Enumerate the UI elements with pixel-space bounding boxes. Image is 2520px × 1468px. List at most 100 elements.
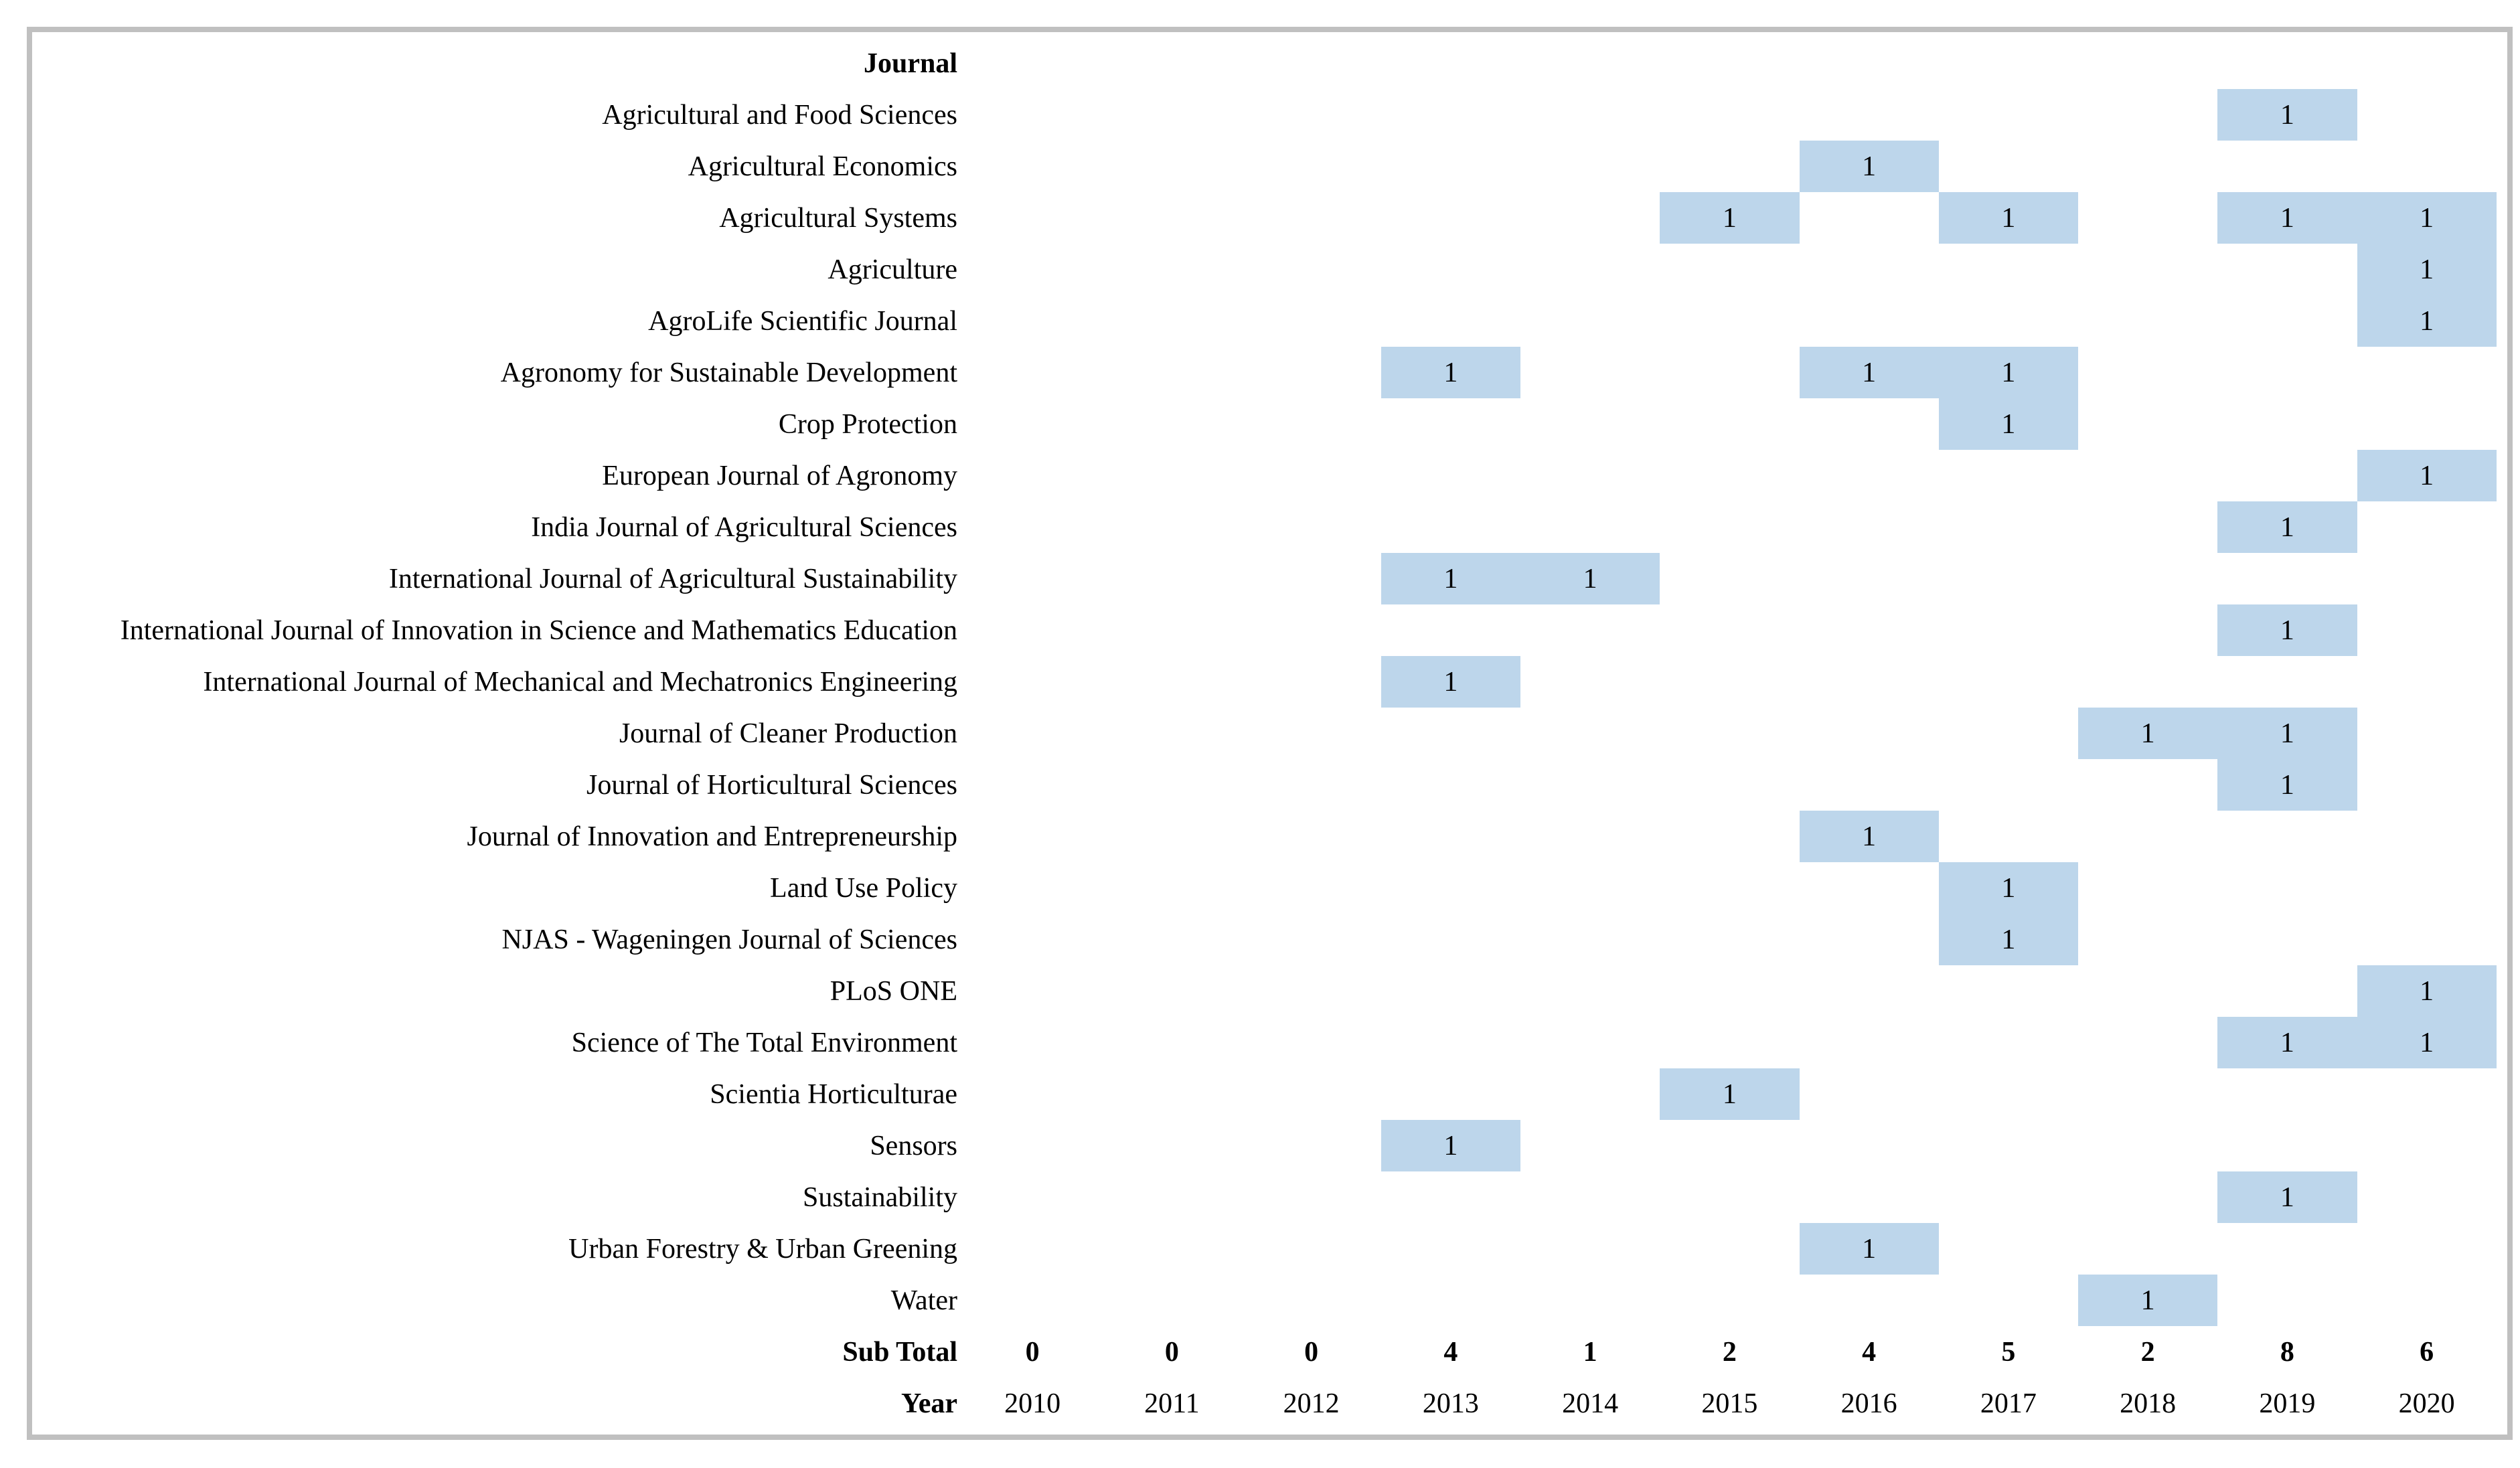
matrix-cell — [1520, 1275, 1660, 1326]
right-spacer — [2497, 398, 2502, 450]
matrix-cell — [1800, 1120, 1939, 1171]
matrix-cell — [963, 501, 1102, 553]
matrix-header-spacer-cell — [2217, 37, 2357, 89]
journal-row-label: NJAS - Wageningen Journal of Sciences — [501, 924, 957, 955]
matrix-cell — [1520, 192, 1660, 244]
year-row-label: Year — [901, 1388, 957, 1419]
matrix-cell — [963, 89, 1102, 141]
matrix-cell: 1 — [2217, 1017, 2357, 1068]
year-tick: 2016 — [1840, 1388, 1897, 1419]
matrix-cell — [963, 604, 1102, 656]
matrix-cell — [1800, 450, 1939, 501]
matrix-cell — [2078, 1171, 2217, 1223]
matrix-cell — [1939, 656, 2078, 708]
journal-row-label: Land Use Policy — [770, 872, 957, 904]
year-tick: 2013 — [1422, 1388, 1479, 1419]
matrix-cell — [1381, 759, 1520, 811]
matrix-cell — [1102, 89, 1241, 141]
matrix-cell — [1102, 192, 1241, 244]
matrix-header-spacer-cell — [1242, 37, 1381, 89]
journal-row-label: Crop Protection — [778, 408, 957, 440]
subtotal-value: 1 — [1583, 1336, 1597, 1368]
matrix-cell — [1800, 759, 1939, 811]
matrix-cell — [2078, 759, 2217, 811]
matrix-cell — [1381, 244, 1520, 295]
matrix-cell: 1 — [2217, 89, 2357, 141]
matrix-cell — [1520, 141, 1660, 192]
matrix-cell — [1242, 244, 1381, 295]
matrix-cell — [2357, 1171, 2497, 1223]
subtotal-row-label: Sub Total — [842, 1336, 957, 1368]
matrix-cell — [1102, 347, 1241, 398]
matrix-cell — [2357, 862, 2497, 914]
matrix-cell — [1242, 1120, 1381, 1171]
matrix-cell — [1242, 295, 1381, 347]
right-spacer — [2497, 759, 2502, 811]
matrix-cell — [1939, 965, 2078, 1017]
matrix-grid: Journal Agricultural and Food Sciences 1 Ag… — [37, 37, 2502, 1429]
matrix-cell — [1381, 862, 1520, 914]
matrix-cell: 1 — [2357, 192, 2497, 244]
matrix-cell: 1 — [1381, 1120, 1520, 1171]
matrix-cell — [1800, 914, 1939, 965]
matrix-cell — [1242, 965, 1381, 1017]
matrix-cell — [1520, 1017, 1660, 1068]
matrix-cell — [963, 347, 1102, 398]
matrix-cell — [1660, 862, 1799, 914]
matrix-header-spacer-cell — [963, 37, 1102, 89]
matrix-cell — [1520, 295, 1660, 347]
matrix-cell — [2217, 450, 2357, 501]
matrix-cell — [1660, 141, 1799, 192]
matrix-cell — [2357, 553, 2497, 604]
matrix-cell — [2357, 759, 2497, 811]
right-spacer — [2497, 1017, 2502, 1068]
matrix-cell — [1800, 295, 1939, 347]
year-tick: 2017 — [1980, 1388, 2037, 1419]
matrix-cell — [1660, 1120, 1799, 1171]
matrix-cell — [1381, 1068, 1520, 1120]
matrix-cell — [1242, 604, 1381, 656]
matrix-cell — [1381, 708, 1520, 759]
journal-row-label: Scientia Horticulturae — [710, 1078, 957, 1110]
matrix-cell — [1520, 811, 1660, 862]
matrix-cell — [1381, 604, 1520, 656]
subtotal-value: 0 — [1164, 1336, 1179, 1368]
journal-row-label: International Journal of Innovation in S… — [120, 615, 957, 646]
matrix-cell — [1520, 244, 1660, 295]
year-tick: 2019 — [2259, 1388, 2316, 1419]
right-spacer — [2497, 1068, 2502, 1120]
matrix-cell — [1800, 244, 1939, 295]
matrix-cell: 1 — [1799, 1223, 1939, 1275]
matrix-cell — [963, 811, 1102, 862]
subtotal-value: 8 — [2280, 1336, 2294, 1368]
matrix-cell: 1 — [1381, 656, 1520, 708]
matrix-cell: 1 — [1381, 347, 1520, 398]
matrix-header-spacer-cell — [1800, 37, 1939, 89]
matrix-cell — [1102, 141, 1241, 192]
matrix-cell — [1102, 1017, 1241, 1068]
matrix-cell — [1242, 1017, 1381, 1068]
matrix-cell — [1520, 501, 1660, 553]
matrix-cell — [1800, 192, 1939, 244]
subtotal-value: 4 — [1862, 1336, 1877, 1368]
matrix-cell — [1939, 553, 2078, 604]
matrix-cell — [1800, 1017, 1939, 1068]
matrix-cell: 1 — [1938, 398, 2078, 450]
matrix-cell — [1939, 450, 2078, 501]
matrix-cell — [1520, 1120, 1660, 1171]
matrix-cell: 1 — [2357, 244, 2497, 295]
matrix-cell — [2357, 347, 2497, 398]
matrix-cell — [1242, 553, 1381, 604]
journal-row-label: India Journal of Agricultural Sciences — [531, 511, 957, 543]
matrix-cell — [1381, 811, 1520, 862]
right-spacer — [2497, 965, 2502, 1017]
matrix-cell — [1102, 862, 1241, 914]
matrix-cell — [2078, 604, 2217, 656]
matrix-cell: 1 — [2217, 708, 2357, 759]
matrix-cell: 1 — [2217, 604, 2357, 656]
matrix-cell: 1 — [1938, 347, 2078, 398]
matrix-cell — [1800, 656, 1939, 708]
matrix-cell: 1 — [1799, 811, 1939, 862]
matrix-cell — [1660, 347, 1799, 398]
matrix-cell — [1242, 1223, 1381, 1275]
